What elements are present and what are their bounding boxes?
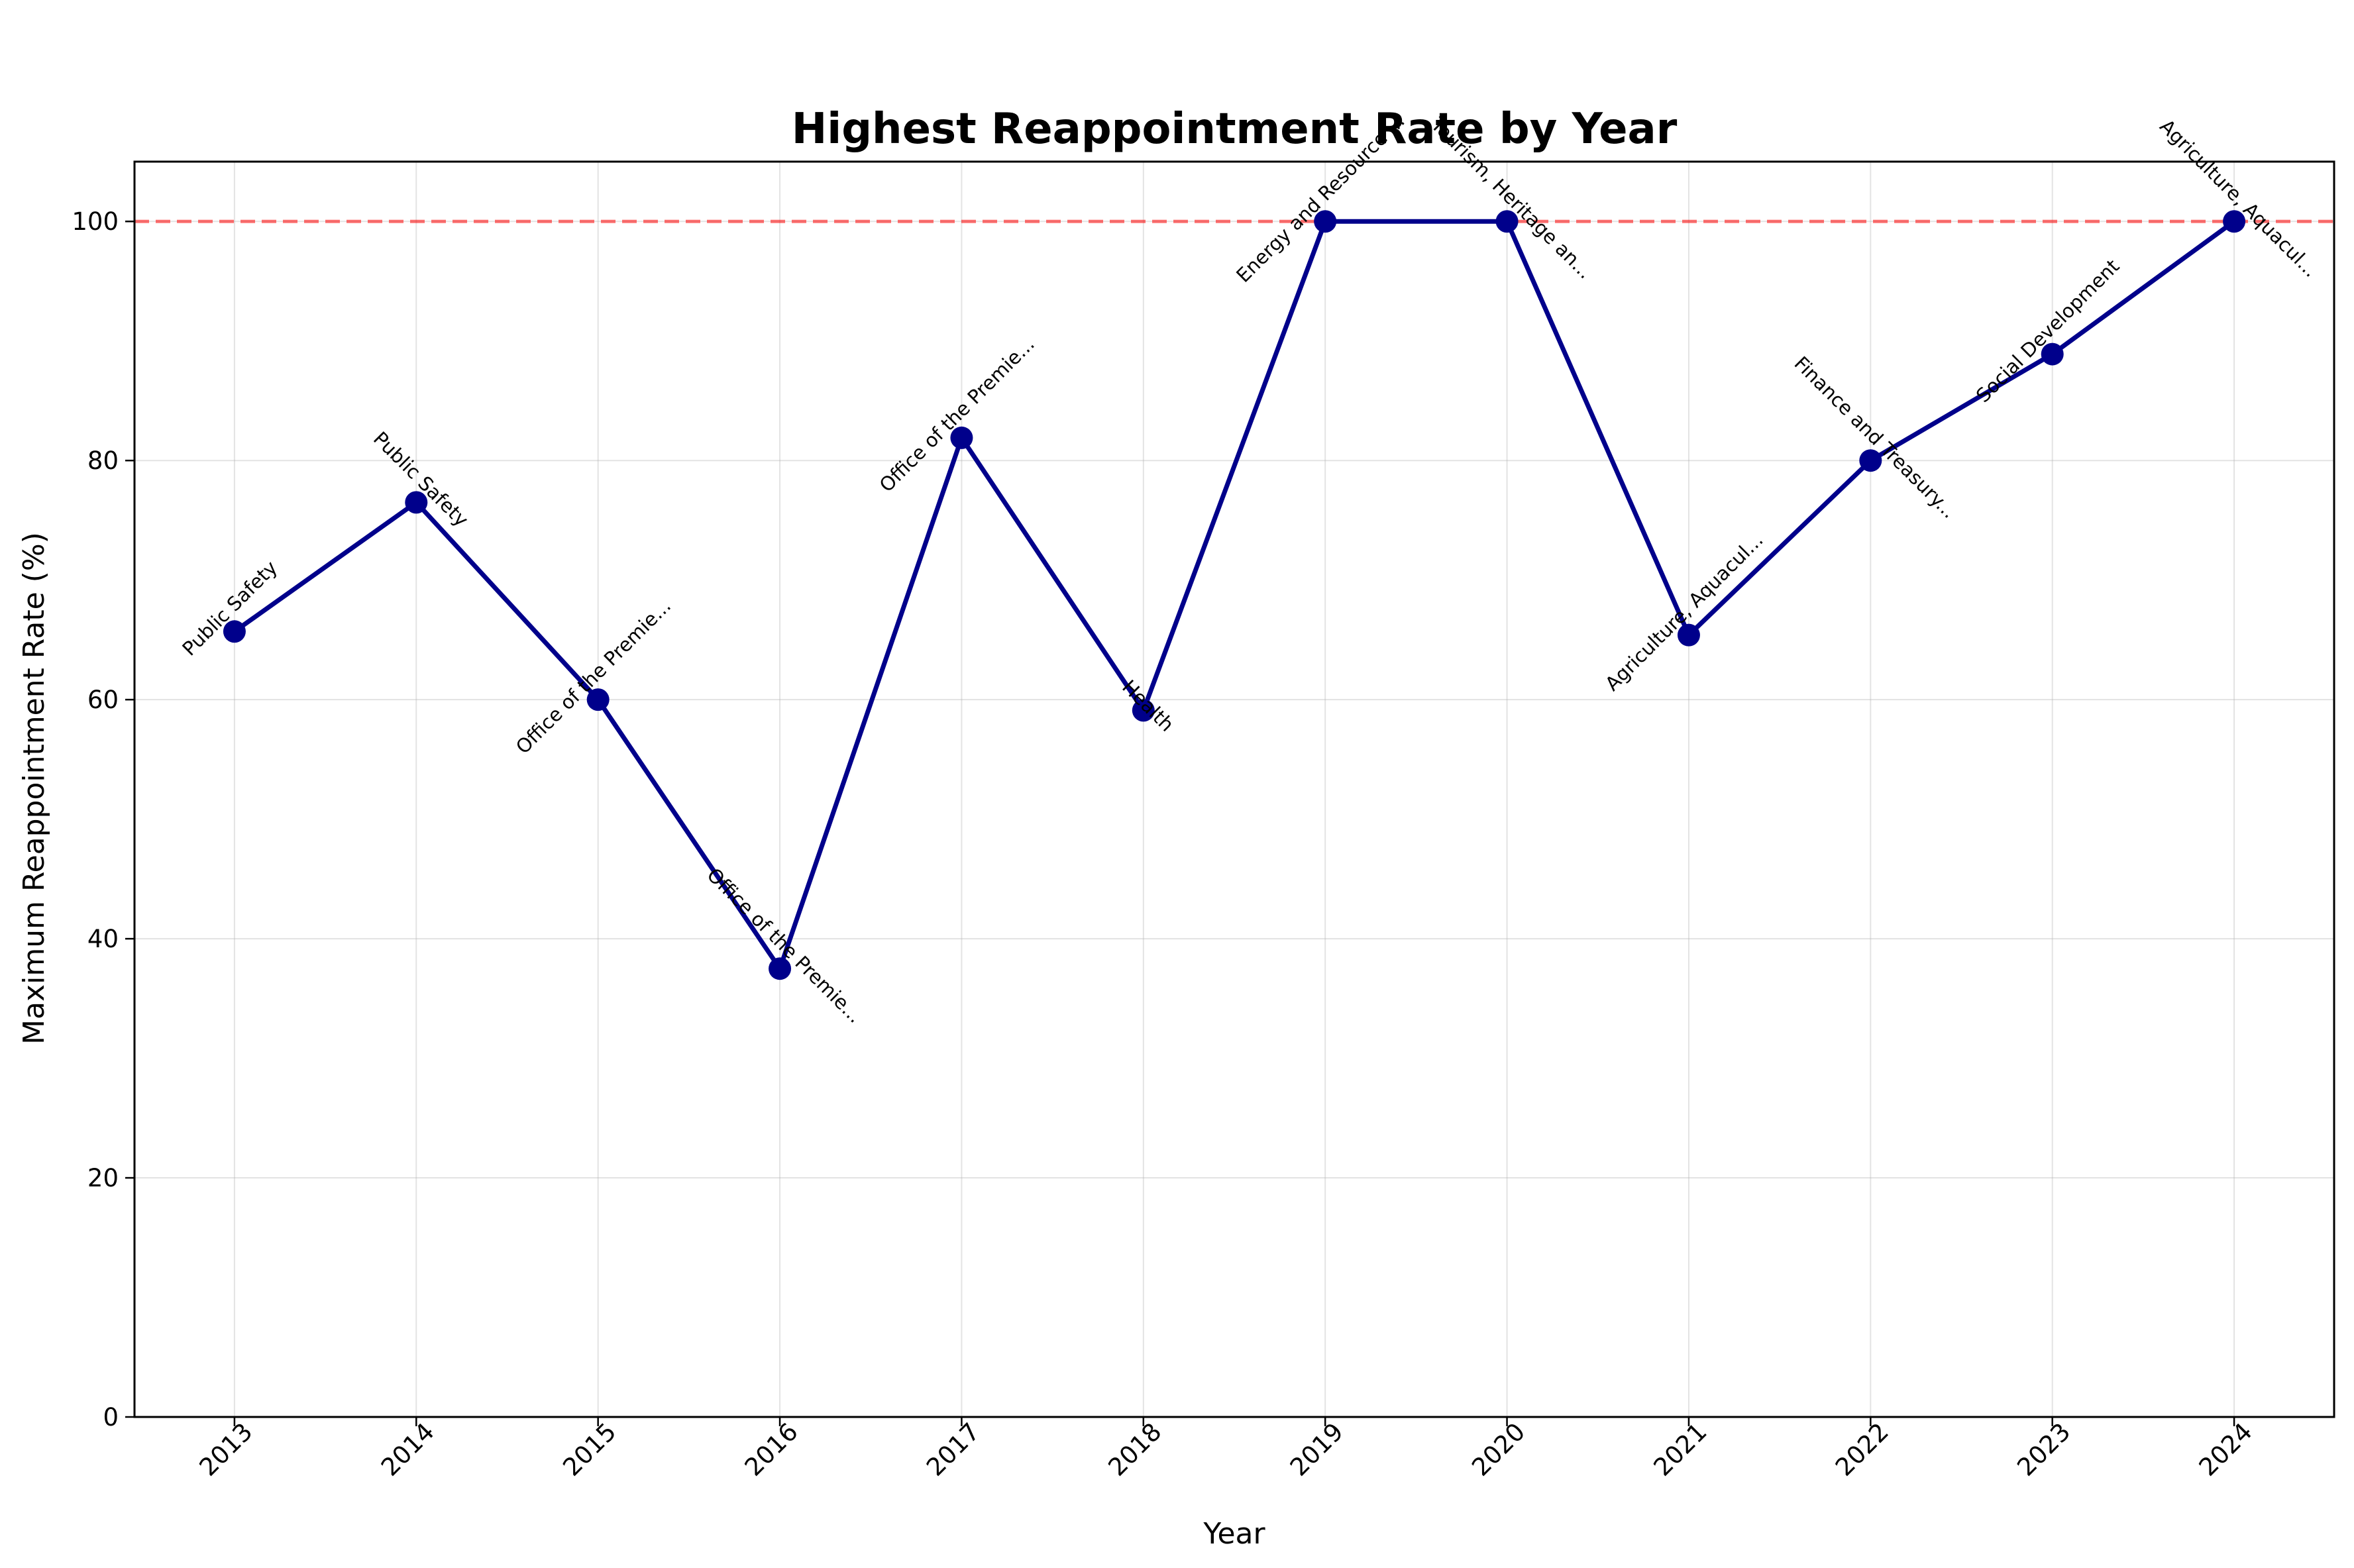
y-tick-label: 20 [87,1164,119,1192]
data-point [1132,699,1155,722]
data-point [1859,449,1882,472]
data-point [1677,623,1700,647]
data-point [2223,210,2246,233]
y-tick-label: 80 [87,446,119,475]
y-axis-label: Maximum Reappointment Rate (%) [17,532,51,1045]
y-tick-label: 0 [103,1403,119,1432]
data-point [2041,342,2064,366]
data-point [405,491,428,514]
chart-title: Highest Reappointment Rate by Year [792,105,1678,154]
y-tick-label: 60 [87,686,119,714]
data-point [950,426,973,449]
series-line [233,219,2236,971]
data-point [769,957,792,980]
series-layer [223,210,2246,980]
y-tick-label: 40 [87,925,119,953]
data-point [586,688,610,711]
data-point [223,620,246,643]
plot-frame [133,160,2335,1418]
x-axis-label: Year [1203,1517,1265,1551]
y-axis-ticks: 0 20 40 60 80 100 [72,207,134,1432]
data-point [1314,210,1337,233]
data-point [1495,210,1519,233]
y-tick-label: 100 [72,207,119,236]
